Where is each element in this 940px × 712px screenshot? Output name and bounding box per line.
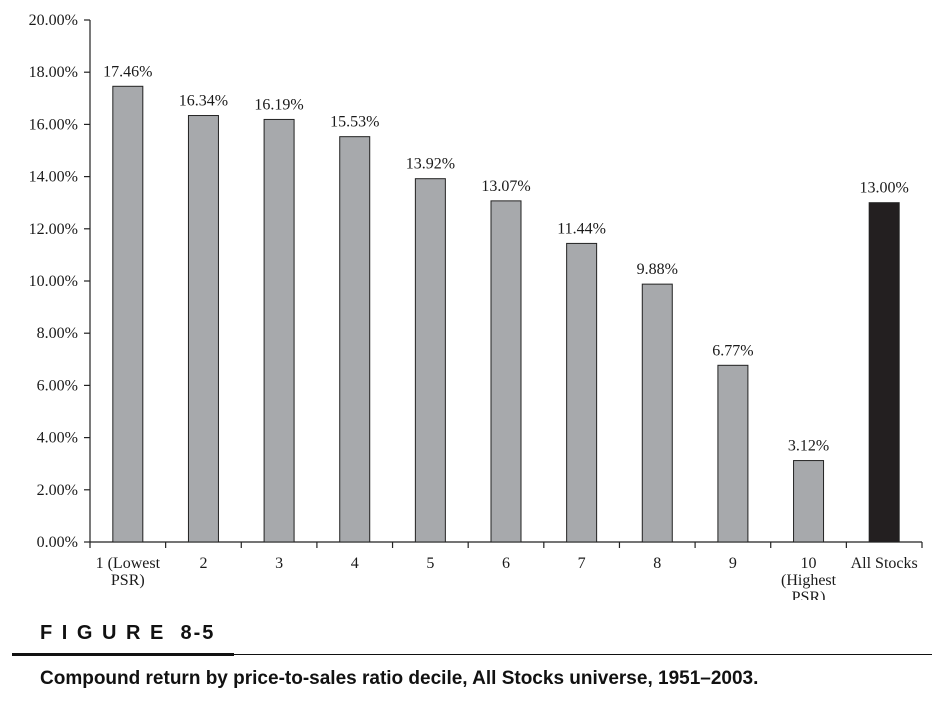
category-label: All Stocks [851,555,918,572]
category-label: 3 [275,555,283,572]
value-label: 13.92% [406,156,455,173]
value-label: 11.44% [557,220,606,237]
value-label: 13.07% [481,178,530,195]
category-label: 2 [199,555,207,572]
value-label: 6.77% [712,342,753,359]
bar-8 [641,283,673,543]
category-label: 10 (Highest PSR) [781,555,837,600]
value-labels: 17.46% 16.34% 16.19% 15.53% 13.92% 13.07% 11.4… [103,63,909,454]
category-labels: 1 (Lowest PSR) 2 3 4 5 6 7 8 9 10 (Highest PSR) All S… [96,555,918,600]
figure-rule-thick [12,653,234,656]
category-label: 7 [578,555,586,572]
bar-5 [414,178,446,543]
y-tick-label: 4.00% [37,430,78,447]
bar-10 [793,460,825,543]
y-tick-label: 12.00% [29,221,78,238]
value-label: 9.88% [637,261,678,278]
value-label: 13.00% [860,180,909,197]
y-tick-label: 10.00% [29,273,78,290]
y-tick-label: 2.00% [37,482,78,499]
bar-6 [490,200,522,543]
y-tick-label: 14.00% [29,169,78,186]
value-label: 3.12% [788,438,829,455]
figure-label: F I G U R E 8-5 [40,622,216,644]
value-label: 17.46% [103,63,152,80]
y-tick-label: 18.00% [29,64,78,81]
bar-3 [263,118,295,543]
category-label: 1 (Lowest PSR) [96,555,161,589]
y-tick-label: 0.00% [37,534,78,551]
bar-1 [112,85,144,543]
bar-chart: 0.00% 2.00% 4.00% 6.00% 8.00% 10.00% 12.00% 14.… [29,12,923,600]
figure-rule-thin [234,654,932,655]
value-label: 16.19% [254,96,303,113]
bar-9 [717,364,749,543]
category-label: 5 [426,555,434,572]
bar-4 [339,136,371,543]
y-tick-label: 20.00% [29,12,78,29]
bar-7 [566,242,598,543]
y-tick-label: 8.00% [37,325,78,342]
category-label: 9 [729,555,737,572]
value-label: 15.53% [330,114,379,131]
y-axis-ticks: 0.00% 2.00% 4.00% 6.00% 8.00% 10.00% 12.00% 14.… [29,12,90,551]
y-tick-label: 6.00% [37,377,78,394]
value-label: 16.34% [179,93,228,110]
category-label: 6 [502,555,510,572]
bars [112,85,900,543]
figure-caption: Compound return by price-to-sales ratio … [40,668,759,689]
bar-11 [868,202,900,543]
x-axis-ticks [89,542,923,548]
category-label: 8 [653,555,661,572]
category-label: 4 [351,555,359,572]
bar-2 [187,115,219,543]
y-tick-label: 16.00% [29,116,78,133]
